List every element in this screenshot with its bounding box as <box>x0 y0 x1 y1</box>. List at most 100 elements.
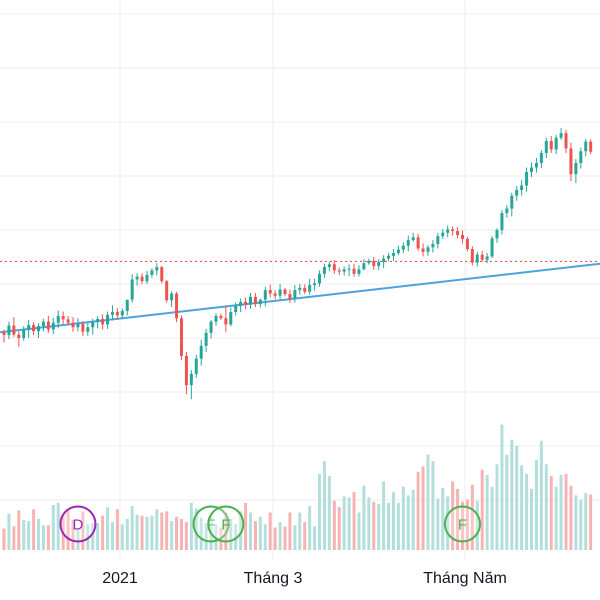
candle-body <box>293 290 297 299</box>
volume-bar <box>451 481 455 550</box>
candle-body <box>367 260 371 264</box>
volume-bar <box>130 506 134 550</box>
candle-body <box>480 254 484 260</box>
volume-bar <box>465 499 469 550</box>
candle-body <box>352 268 356 274</box>
candle-body <box>145 274 149 282</box>
volume-bar <box>342 496 346 550</box>
candle-body <box>411 237 415 241</box>
volume-bar <box>544 464 548 550</box>
volume-bar <box>554 486 558 550</box>
candle-body <box>160 267 164 282</box>
volume-bar <box>120 524 124 550</box>
candle-body <box>564 133 568 149</box>
candle-body <box>549 141 553 150</box>
volume-bar <box>382 481 386 550</box>
candle-body <box>318 273 322 284</box>
candle-body <box>313 283 317 286</box>
volume-bar <box>475 500 479 550</box>
volume-bar <box>421 466 425 550</box>
candle-body <box>391 253 395 256</box>
candle-body <box>500 213 504 230</box>
candle-body <box>258 299 262 305</box>
volume-bar <box>313 526 317 550</box>
candle-body <box>362 263 366 270</box>
volume-bar <box>559 475 563 550</box>
volume-bar <box>253 521 257 550</box>
candle-body <box>342 269 346 272</box>
candle-body <box>249 296 252 305</box>
trendline[interactable] <box>0 262 600 334</box>
candle-body <box>106 314 110 325</box>
candle-body <box>86 327 90 332</box>
volume-bar <box>574 495 578 550</box>
volume-bar <box>401 486 405 550</box>
volume-bar <box>288 512 292 550</box>
volume-bar <box>239 511 243 550</box>
volume-bar <box>530 488 534 550</box>
candle-body <box>61 316 65 320</box>
marker-letter: F <box>458 517 467 534</box>
volume-bar <box>584 493 588 550</box>
volume-bar <box>505 454 509 550</box>
marker-letter: F <box>206 517 215 534</box>
candle-body <box>421 248 425 252</box>
volume-bar <box>387 502 391 550</box>
candle-body <box>229 312 233 325</box>
volume-bar <box>416 471 420 550</box>
candle-body <box>495 229 499 239</box>
candle-body <box>135 276 139 280</box>
candle-body <box>278 289 282 296</box>
financials-marker[interactable]: F <box>207 505 245 543</box>
event-markers[interactable]: DFFF <box>59 505 481 543</box>
candle-body <box>91 322 95 328</box>
dividend-marker[interactable]: D <box>59 505 97 543</box>
volume-bar <box>490 486 494 550</box>
volume-bar <box>406 495 410 550</box>
volume-bar <box>456 488 460 550</box>
volume-bar <box>2 528 6 550</box>
volume-bar <box>170 521 174 550</box>
volume-bar <box>101 515 105 550</box>
candle-body <box>273 293 277 296</box>
candle-body <box>387 255 391 259</box>
candle-body <box>525 172 529 186</box>
volume-bar <box>194 508 198 550</box>
candle-body <box>204 332 208 346</box>
candle-body <box>115 312 119 316</box>
volume-bar <box>96 523 100 550</box>
candle-body <box>456 231 460 235</box>
candle-body <box>372 260 376 266</box>
financials-marker[interactable]: F <box>443 505 481 543</box>
volume-bar <box>155 509 159 550</box>
financials-marker[interactable]: F <box>192 505 230 543</box>
candle-body <box>460 235 464 239</box>
candle-body <box>101 318 105 325</box>
candle-body <box>475 254 479 263</box>
candle-body <box>71 322 75 328</box>
candle-body <box>406 240 410 246</box>
candle-body <box>288 294 292 299</box>
candle-body <box>268 290 272 294</box>
volume-bar <box>56 502 60 550</box>
volume-bar <box>32 509 36 550</box>
candle-body <box>165 281 169 301</box>
volume-bar <box>189 502 193 550</box>
candle-body <box>17 334 21 338</box>
volume-bar <box>500 424 504 550</box>
volume-bar <box>372 501 376 550</box>
marker-circle <box>59 505 97 543</box>
volume-bar <box>175 516 179 550</box>
candle-body <box>96 318 100 323</box>
candle-body <box>530 167 534 172</box>
volume-bar <box>125 518 129 550</box>
volume-bar <box>564 473 568 550</box>
marker-circle <box>443 505 481 543</box>
volume-bar <box>485 475 489 550</box>
marker-circle <box>192 505 230 543</box>
candle-body <box>184 355 188 386</box>
volume-bar <box>204 523 208 550</box>
volume-bar <box>214 524 218 550</box>
candle-body <box>382 258 386 262</box>
